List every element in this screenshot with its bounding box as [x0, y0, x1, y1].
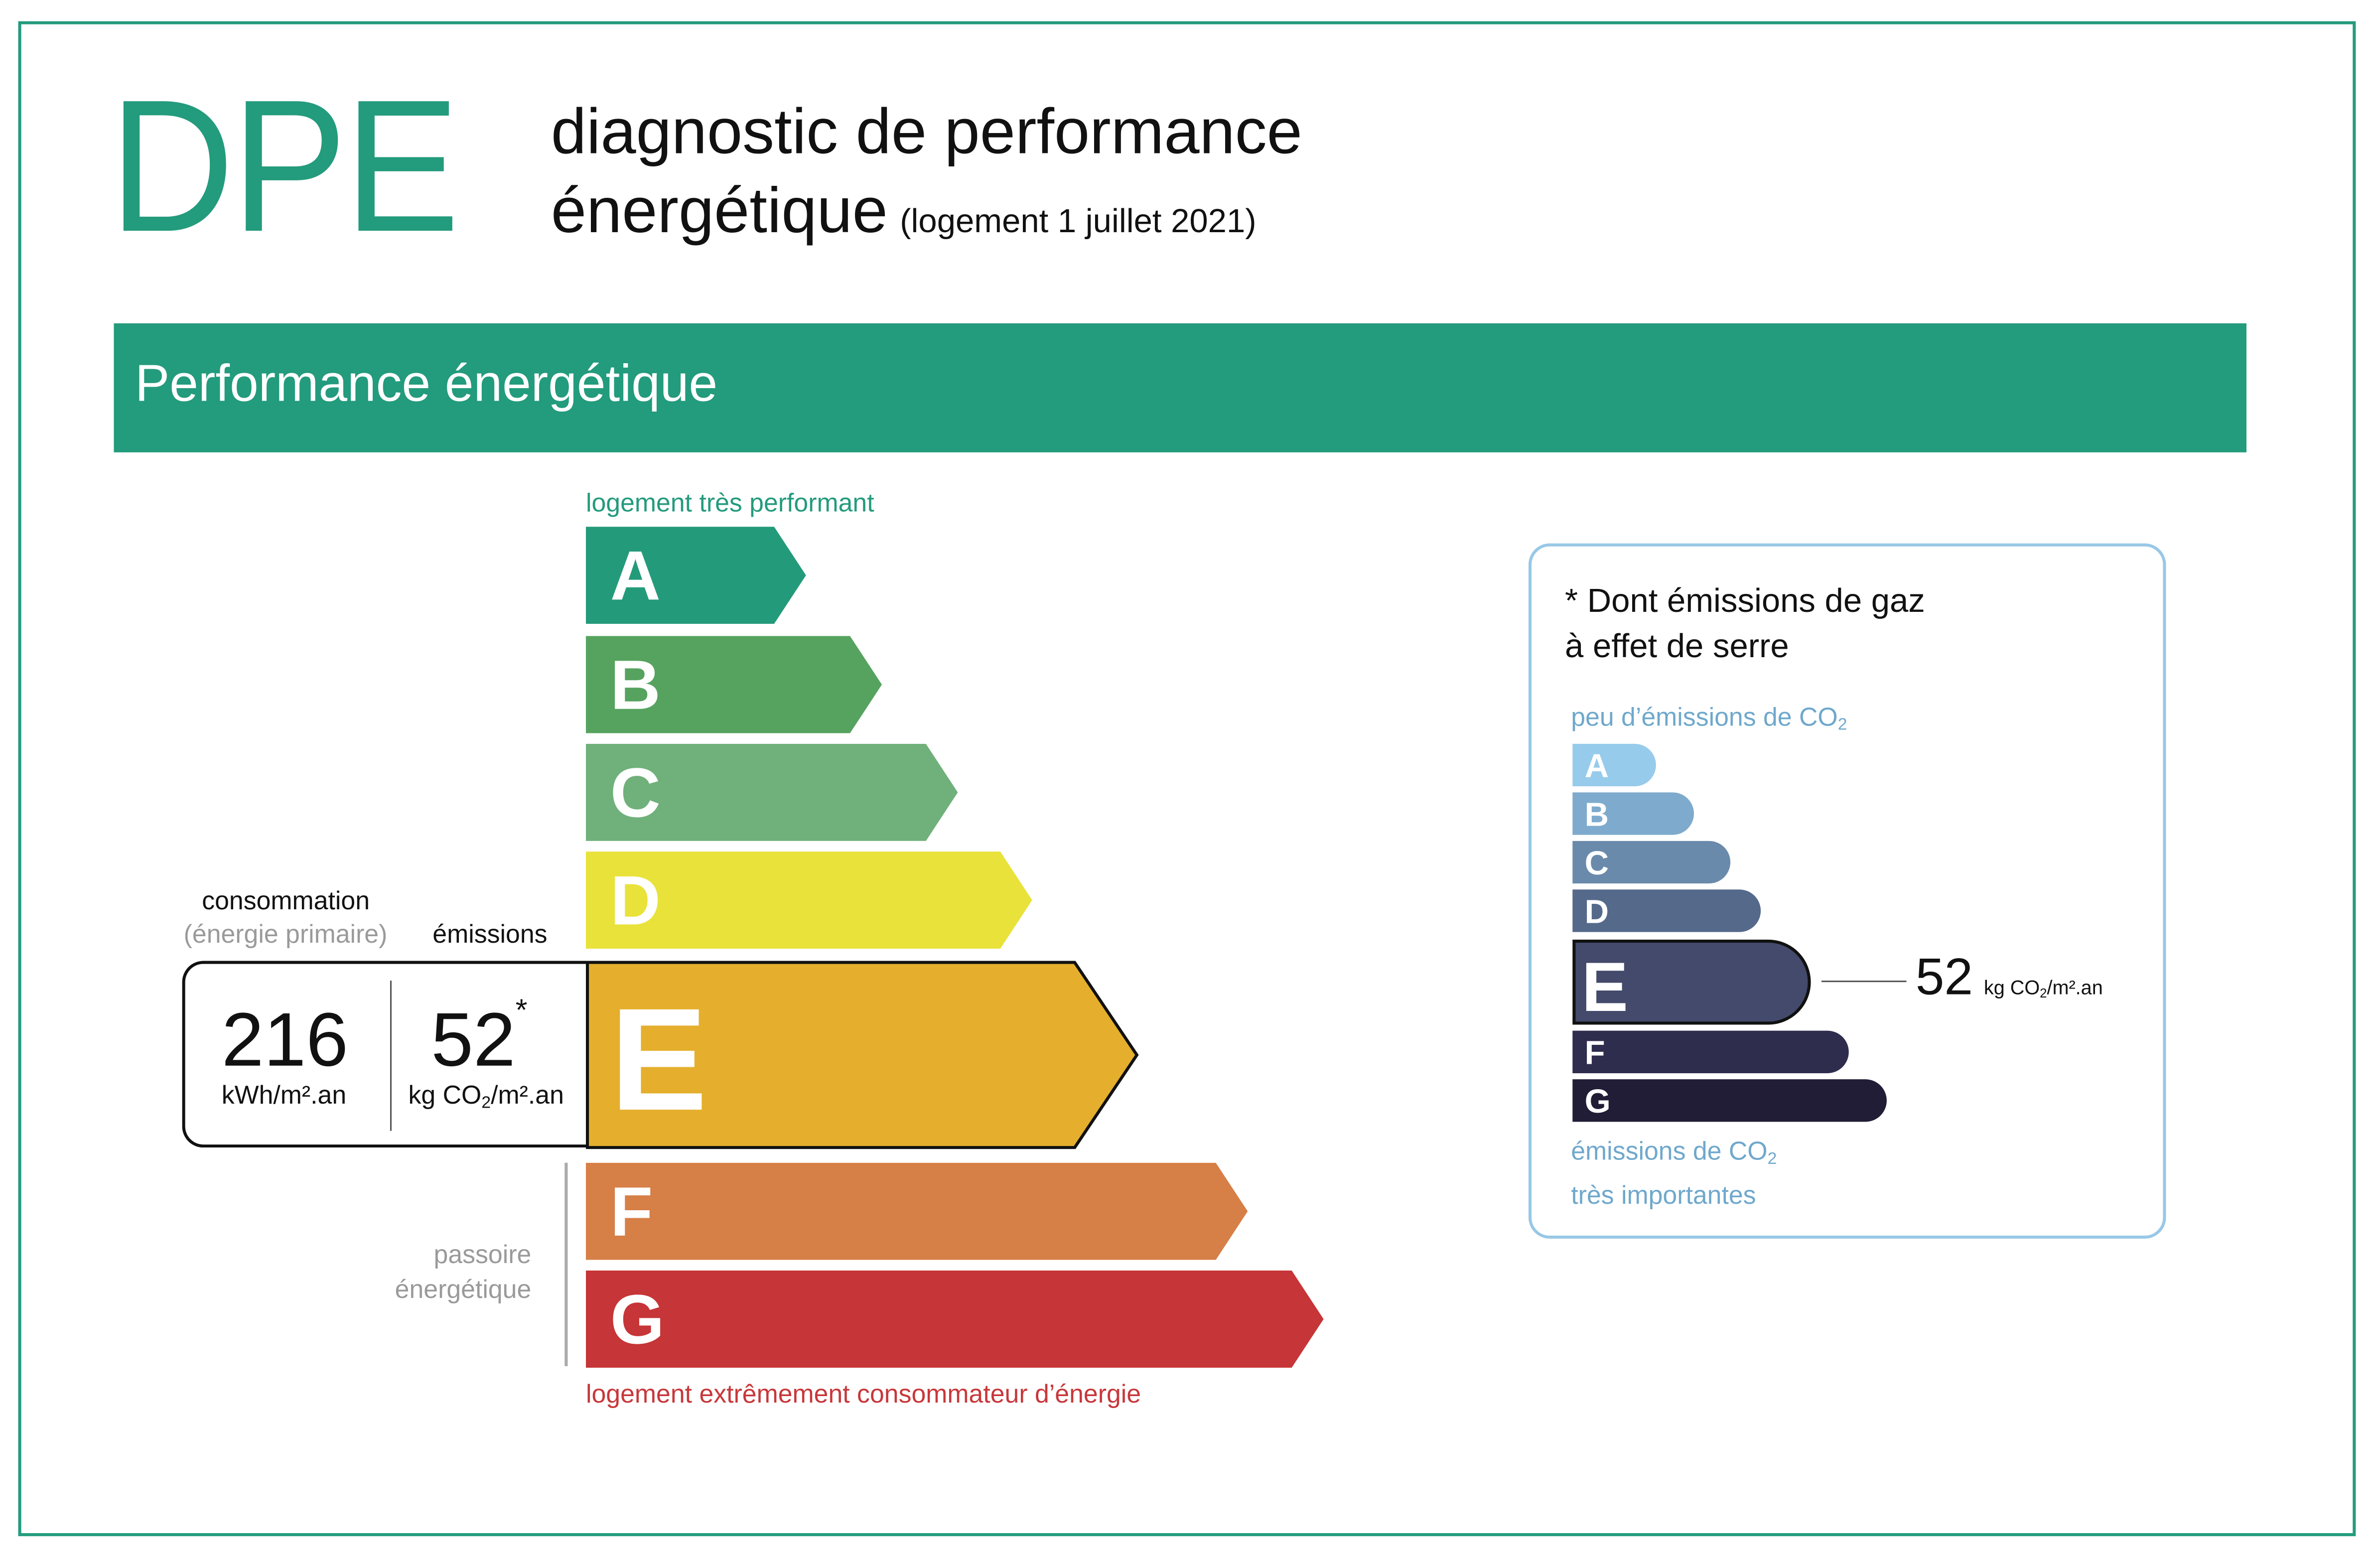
label-subscript: 2 [1767, 1150, 1777, 1169]
ges-bar-c: C [1572, 841, 1731, 884]
unit-text: kg CO [408, 1081, 482, 1110]
ges-bottom-line1: émissions de CO2 [1571, 1134, 1777, 1178]
consumption-label: consommation [202, 886, 370, 916]
emissions-value-wrap: 52* [431, 996, 527, 1078]
ges-bottom-line2: très importantes [1571, 1180, 1756, 1210]
passoire-label: passoire énergétique [349, 1237, 532, 1307]
ges-title-line2: à effet de serre [1565, 627, 1789, 665]
ges-letter-c: C [1584, 844, 1609, 882]
ges-bar-g: G [1572, 1079, 1887, 1122]
ges-letter-g: G [1584, 1082, 1611, 1121]
energy-letter-d: D [610, 860, 661, 940]
consumption-value: 216 [221, 997, 349, 1083]
emissions-unit: kg CO2/m².an [409, 1081, 564, 1112]
ges-top-label: peu d’émissions de CO2 [1571, 703, 1847, 734]
energy-letter-g: G [610, 1280, 665, 1359]
ges-pointer-line [1821, 981, 1907, 983]
section-header-band [114, 323, 2246, 452]
ges-title: * Dont émissions de gaz à effet de serre [1565, 578, 1925, 670]
page-title-line1: diagnostic de performance [551, 95, 1302, 167]
unit-text: /m².an [491, 1081, 564, 1110]
ges-letter-f: F [1584, 1033, 1605, 1072]
energy-bar-d: D [585, 852, 1034, 949]
page-title-line2: énergétique (logement 1 juillet 2021) [551, 178, 1257, 243]
energy-bar-b: B [585, 636, 883, 733]
consumption-unit: kWh/m².an [221, 1081, 347, 1110]
unit-text: /m².an [2047, 976, 2103, 999]
label-text: émissions de CO [1571, 1137, 1768, 1166]
energy-bar-f: F [585, 1162, 1249, 1260]
title-subtitle: (logement 1 juillet 2021) [900, 202, 1257, 240]
ges-letter-a: A [1584, 746, 1609, 785]
energy-letter-e: E [610, 979, 707, 1142]
unit-subscript: 2 [2040, 985, 2047, 1001]
emissions-label: émissions [432, 920, 548, 949]
ges-title-line1: * Dont émissions de gaz [1565, 581, 1925, 620]
scale-bottom-label: logement extrêmement consommateur d’éner… [585, 1380, 1141, 1409]
ges-value: 52 [1915, 949, 1973, 1006]
passoire-divider [564, 1162, 568, 1366]
energy-letter-c: C [610, 753, 661, 832]
emissions-asterisk: * [515, 994, 528, 1028]
title-word: énergétique [551, 174, 888, 246]
values-box [182, 961, 592, 1148]
ges-bottom-label: émissions de CO2 très importantes [1571, 1134, 1777, 1213]
page-frame [18, 21, 2356, 1537]
emissions-value: 52 [431, 997, 516, 1083]
label-text: peu d’émissions de CO [1571, 703, 1838, 732]
ges-unit: kg CO2/m².an [1984, 976, 2103, 1000]
label-subscript: 2 [1837, 716, 1847, 734]
scale-top-label: logement très performant [585, 489, 874, 518]
consumption-sublabel: (énergie primaire) [183, 920, 388, 949]
energy-bar-e-current: E [585, 961, 1141, 1149]
passoire-line1: passoire [433, 1240, 532, 1269]
ges-bar-b: B [1572, 792, 1694, 835]
unit-subscript: 2 [481, 1094, 491, 1113]
ges-bar-e-current: E [1572, 939, 1811, 1026]
ges-letter-d: D [1584, 892, 1609, 931]
energy-bar-c: C [585, 743, 959, 841]
energy-bar-a: A [585, 527, 808, 624]
ges-letter-e: E [1581, 947, 1629, 1026]
ges-letter-b: B [1584, 795, 1609, 834]
ges-bar-a: A [1572, 743, 1656, 787]
energy-letter-b: B [610, 645, 661, 724]
energy-letter-a: A [610, 536, 661, 615]
section-title: Performance énergétique [135, 355, 718, 413]
unit-text: kg CO [1983, 976, 2040, 999]
passoire-line2: énergétique [395, 1275, 532, 1304]
values-divider [390, 981, 392, 1131]
ges-bar-d: D [1572, 889, 1761, 932]
ges-bar-f: F [1572, 1030, 1849, 1073]
energy-bar-g: G [585, 1271, 1325, 1368]
dpe-logo: DPE [109, 62, 459, 272]
energy-letter-f: F [610, 1171, 653, 1251]
ges-panel [1528, 543, 2166, 1239]
